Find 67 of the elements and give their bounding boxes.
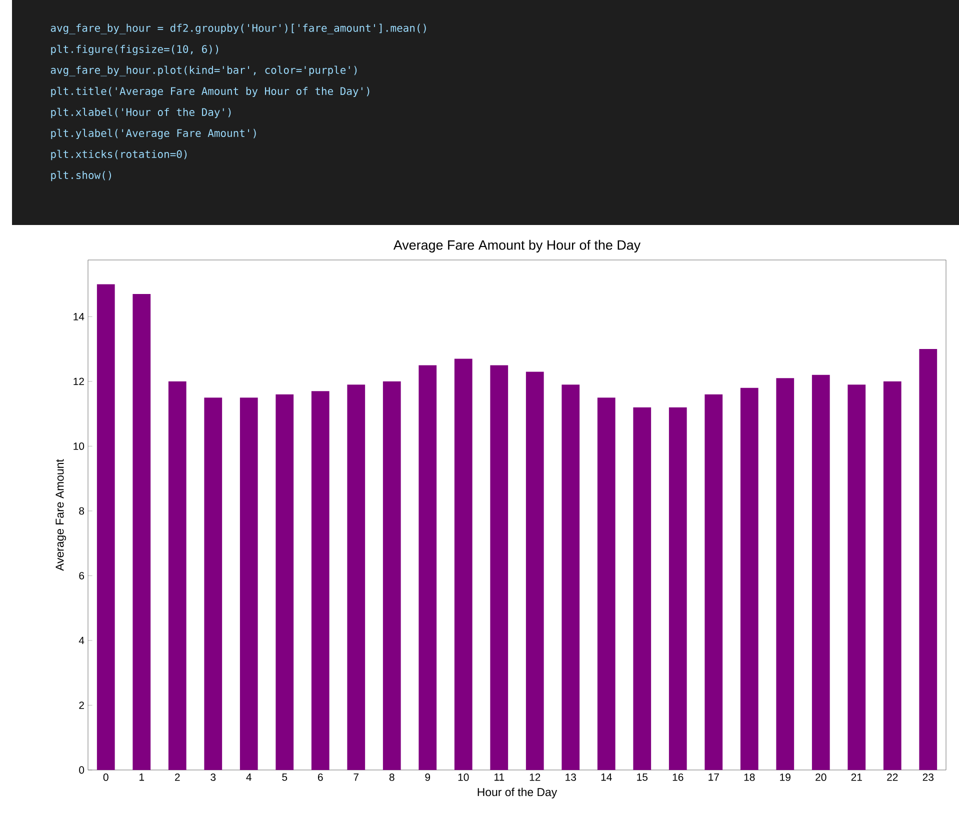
- x-tick-label: 11: [494, 774, 504, 781]
- x-tick-label: 15: [637, 774, 648, 781]
- text: plt.show(): [51, 170, 112, 182]
- text: plt.xlabel('Hour of the Day'): [51, 108, 231, 118]
- y-tick-label: 2: [79, 702, 84, 709]
- y-tick-label: 6: [79, 572, 84, 580]
- x-tick-label: 6: [318, 774, 323, 781]
- bar: [240, 398, 258, 770]
- y-tick-label: 4: [78, 636, 84, 644]
- x-tick-label: 2: [175, 774, 180, 781]
- x-tick-label: 12: [530, 774, 540, 781]
- bar: [704, 394, 723, 770]
- bar: [96, 284, 115, 770]
- bar: [168, 381, 186, 770]
- bar: [418, 365, 437, 770]
- x-tick-label: 21: [851, 774, 862, 781]
- x-tick-label: 19: [780, 774, 790, 781]
- bar: [526, 372, 544, 770]
- bar: [490, 365, 508, 770]
- bar: [597, 398, 616, 770]
- x-tick-label: 8: [389, 774, 394, 781]
- bar: [311, 391, 330, 770]
- bar: [276, 394, 294, 770]
- x-tick-label: 18: [744, 774, 755, 781]
- x-tick-label: 14: [601, 774, 612, 781]
- bar: [204, 398, 222, 770]
- x-tick-label: 7: [354, 774, 359, 781]
- bar: [883, 381, 902, 770]
- x-tick-label: 5: [282, 774, 288, 781]
- bar: [633, 407, 652, 770]
- bar: [848, 384, 866, 770]
- y-tick-label: 12: [74, 378, 84, 386]
- x-tick-label: 20: [816, 774, 826, 781]
- bar: [454, 358, 472, 770]
- x-tick-label: 17: [708, 774, 719, 781]
- x-tick-label: 0: [103, 774, 108, 781]
- text: plt.title('Average Fare Amount by Hour of the Day'): [51, 86, 370, 98]
- bar: [132, 294, 151, 770]
- x-tick-label: 13: [566, 774, 576, 781]
- x-tick-label: 3: [210, 774, 216, 781]
- y-tick-label: 14: [74, 313, 84, 320]
- bar: [382, 381, 401, 770]
- x-tick-label: 1: [140, 774, 144, 781]
- x-tick-label: 4: [246, 774, 252, 781]
- text: avg_fare_by_hour.plot(kind='bar', color='purple'): [50, 66, 357, 76]
- x-tick-label: 23: [922, 774, 934, 781]
- chart-title: Average Fare Amount by Hour of the Day: [393, 240, 641, 252]
- x-tick-label: 16: [672, 774, 684, 781]
- text: avg_fare_by_hour = df2.groupby('Hour')['fare_amount'].mean(): [50, 24, 426, 34]
- y-tick-label: 10: [74, 442, 84, 450]
- y-tick-label: 8: [79, 507, 84, 515]
- bar: [562, 384, 580, 770]
- bar: [740, 388, 758, 770]
- bar: [347, 384, 366, 770]
- bar: [776, 378, 794, 770]
- bar: [919, 349, 938, 770]
- y-axis-title: Average Fare Amount: [56, 459, 66, 571]
- x-tick-label: 22: [887, 774, 898, 781]
- x-axis-title: Hour of the Day: [478, 788, 558, 798]
- bar: [812, 374, 830, 770]
- text: plt.xticks(rotation=0): [51, 150, 187, 160]
- text: plt.ylabel('Average Fare Amount'): [51, 128, 256, 140]
- x-tick-label: 10: [458, 774, 469, 781]
- text: plt.figure(figsize=(10, 6)): [51, 44, 218, 56]
- bar: [668, 407, 687, 770]
- y-tick-label: 0: [79, 766, 84, 774]
- x-tick-label: 9: [425, 774, 430, 781]
